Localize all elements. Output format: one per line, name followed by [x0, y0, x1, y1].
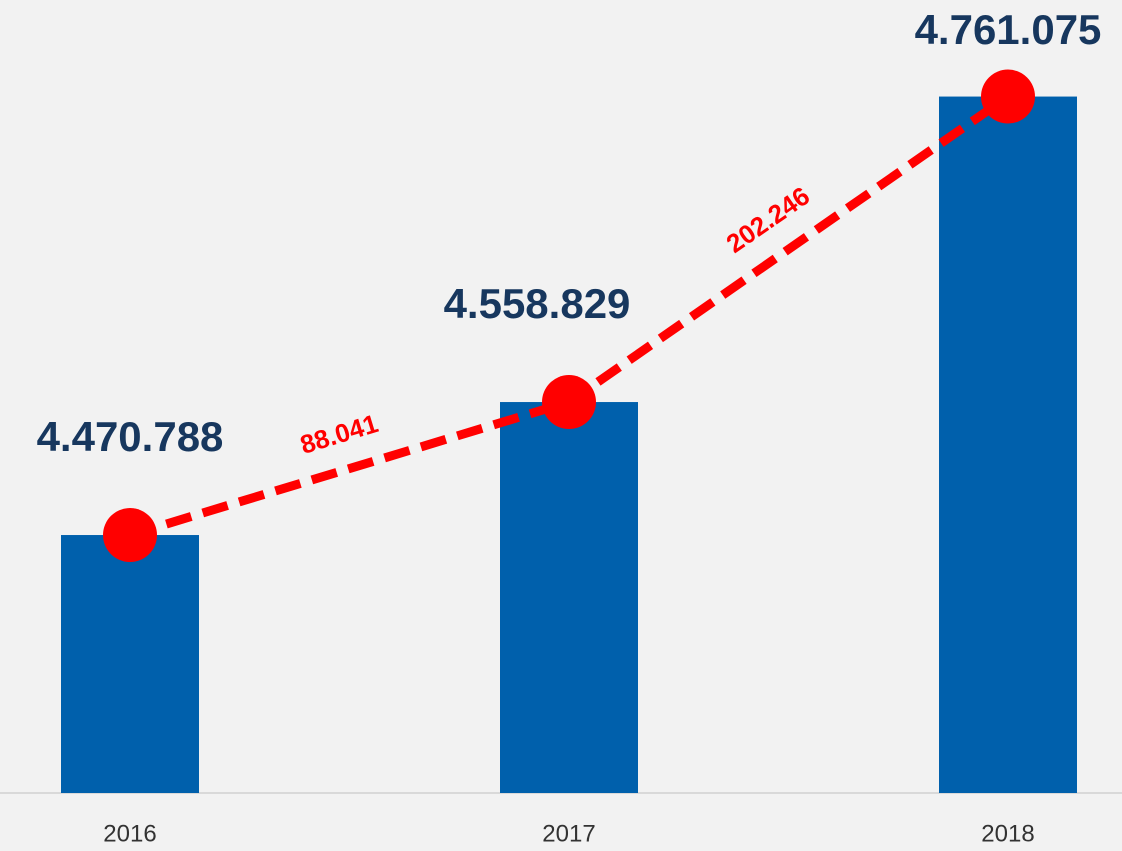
trend-dot	[542, 375, 596, 430]
value-label: 4.558.829	[444, 280, 631, 327]
trend-dot	[981, 69, 1035, 124]
value-label: 4.470.788	[37, 413, 224, 460]
bar	[61, 535, 199, 793]
trend-dot	[103, 508, 157, 563]
bar	[500, 402, 638, 793]
bar	[939, 96, 1077, 793]
x-tick-label: 2018	[981, 820, 1034, 847]
x-tick-label: 2017	[542, 820, 595, 847]
x-tick-label: 2016	[103, 820, 156, 847]
value-label: 4.761.075	[915, 6, 1102, 53]
